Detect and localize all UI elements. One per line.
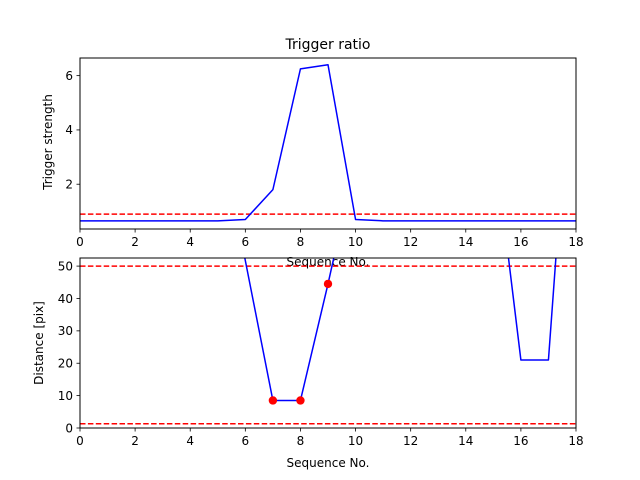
y-tick-label: 50 (58, 259, 73, 273)
y-tick-label: 30 (58, 324, 73, 338)
x-tick-label: 16 (513, 434, 528, 448)
series-line (507, 258, 557, 361)
y-tick-label: 4 (65, 123, 73, 137)
y-tick-label: 40 (58, 292, 73, 306)
top-x-axis-label: Sequence No. (287, 255, 370, 269)
x-tick-label: 14 (458, 235, 473, 249)
top-subplot: Trigger ratio Trigger strength Sequence … (41, 37, 584, 269)
x-tick-label: 18 (568, 235, 583, 249)
data-point-marker (268, 396, 278, 405)
x-tick-label: 0 (76, 434, 84, 448)
bottom-subplot: Distance [pix] Sequence No. 0 2 4 6 8 10 12 14 1… (32, 257, 584, 470)
x-tick-label: 6 (242, 434, 250, 448)
x-tick-label: 10 (348, 235, 363, 249)
x-tick-label: 10 (348, 434, 363, 448)
series-line (80, 64, 576, 222)
data-point-marker (296, 396, 305, 405)
axes-frame (79, 57, 577, 230)
x-tick-label: 18 (568, 434, 583, 448)
y-tick-label: 0 (65, 421, 73, 435)
x-tick-label: 4 (186, 235, 194, 249)
bottom-y-axis-label: Distance [pix] (32, 301, 46, 385)
y-tick-label: 10 (58, 389, 73, 403)
plot-area-1 (80, 258, 576, 425)
x-tick-label: 0 (76, 235, 84, 249)
top-chart-title: Trigger ratio (284, 37, 370, 53)
x-tick-label: 8 (297, 434, 305, 448)
x-tick-label: 8 (297, 235, 305, 249)
y-tick-label: 20 (58, 357, 73, 371)
x-tick-label: 14 (458, 434, 473, 448)
data-point-marker (323, 279, 333, 289)
plot-area-0 (80, 64, 576, 222)
top-y-axis-label: Trigger strength (41, 94, 55, 191)
axes-frame (79, 257, 577, 429)
x-tick-label: 12 (403, 235, 418, 249)
x-tick-label: 16 (513, 235, 528, 249)
x-tick-label: 6 (242, 235, 250, 249)
bottom-x-axis-label: Sequence No. (287, 456, 370, 470)
y-tick-label: 2 (65, 178, 73, 192)
x-tick-label: 2 (131, 235, 139, 249)
y-tick-label: 6 (65, 69, 73, 83)
x-tick-label: 12 (403, 434, 418, 448)
x-tick-label: 4 (186, 434, 194, 448)
x-tick-label: 2 (131, 434, 139, 448)
